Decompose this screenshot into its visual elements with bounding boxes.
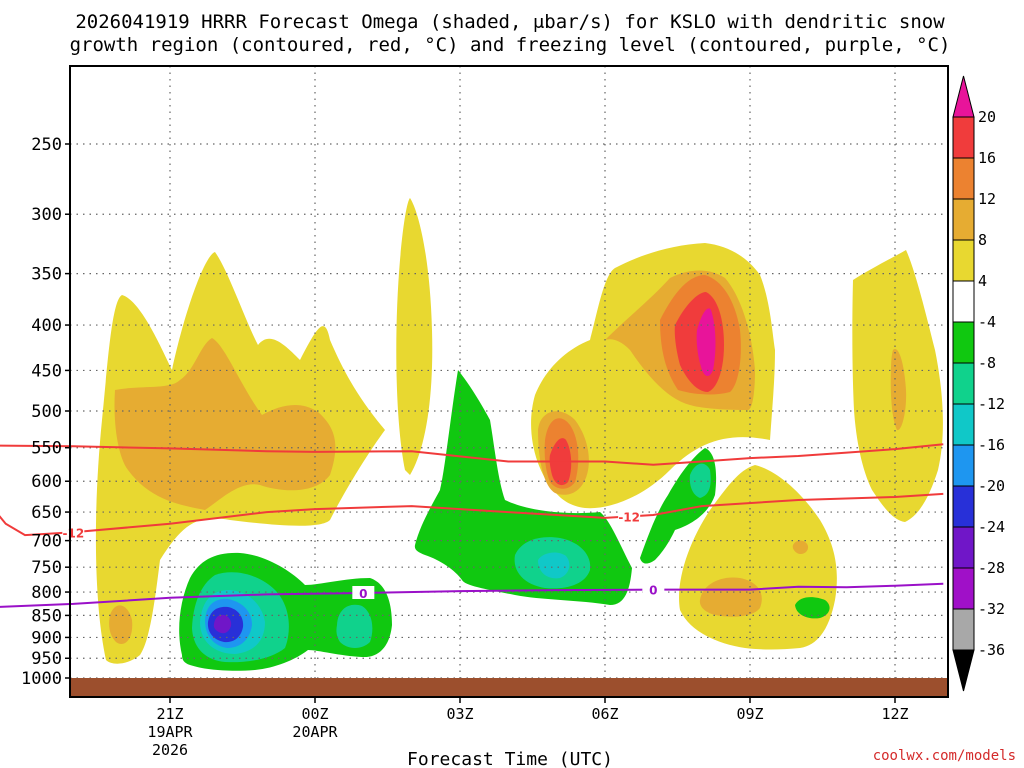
colorbar-label-6: -8 (978, 354, 996, 372)
pressure-axis: 2503003504004505005506006507007508008509… (21, 135, 70, 689)
colorbar-band-10 (952, 526, 975, 569)
ground-bar (71, 678, 948, 697)
grid-lines (70, 66, 948, 697)
plot-frame (69, 65, 949, 698)
x-axis-title: Forecast Time (UTC) (407, 749, 613, 768)
colorbar-band-12 (952, 608, 975, 651)
x-tick-label-03Z: 03Z (446, 705, 473, 723)
y-tick-label-250: 250 (31, 135, 62, 155)
freezing-level-label-1: 0 (649, 584, 657, 598)
colorbar-band-5 (952, 321, 975, 364)
dgz-upper-contour (0, 443, 944, 466)
colorbar-label-13: -36 (978, 641, 1005, 659)
x-tick-label-00Z: 00Z (301, 705, 328, 723)
chart-title-line-1: 2026041919 HRRR Forecast Omega (shaded, … (75, 11, 945, 33)
colorbar-band-0 (952, 116, 975, 159)
omega-region-west-sinking-8b (336, 604, 373, 648)
credit-link[interactable]: coolwx.com/models (873, 748, 1016, 764)
colorbar-band-11 (952, 567, 975, 610)
colorbar-arrow-top (952, 75, 975, 118)
y-tick-label-350: 350 (31, 265, 62, 285)
contour-lines: -12 -12 0 0 (0, 443, 944, 608)
colorbar-label-1: 16 (978, 149, 996, 167)
y-tick-label-600: 600 (31, 472, 62, 492)
omega-region-west-lowcore (109, 605, 133, 644)
colorbar-band-9 (952, 485, 975, 528)
omega-region-east-lower-core (699, 577, 762, 617)
colorbar-band-7 (952, 403, 975, 446)
y-tick-label-300: 300 (31, 205, 62, 225)
x-tick-date-21Z: 19APR (147, 723, 193, 741)
colorbar-label-4: 4 (978, 272, 987, 290)
colorbar-arrow-bottom (952, 649, 975, 692)
omega-region-small-sinking-east (795, 597, 830, 619)
omega-region-east-small-core (792, 540, 809, 555)
omega-region-east-sinking-core (689, 463, 711, 498)
omega-region-upper-narrow (396, 198, 433, 475)
colorbar-label-7: -12 (978, 395, 1005, 413)
dgz-minus12-lower-contour (0, 492, 944, 537)
colorbar-band-2 (952, 198, 975, 241)
colorbar-band-3 (952, 239, 975, 282)
x-tick-label-21Z: 21Z (156, 705, 183, 723)
colorbar-label-5: -4 (978, 313, 996, 331)
dgz-minus12-lower-label-0: -12 (62, 526, 84, 540)
y-tick-label-400: 400 (31, 316, 62, 336)
y-tick-label-900: 900 (31, 628, 62, 648)
y-tick-label-550: 550 (31, 439, 62, 459)
freezing-level-label-0: 0 (359, 587, 367, 601)
chart-title-line-2: growth region (contoured, red, °C) and f… (70, 34, 951, 56)
omega-region-far-east-core (890, 349, 907, 431)
omega-region-center-sinking-core2 (538, 552, 570, 579)
colorbar-label-8: -16 (978, 436, 1005, 454)
y-tick-label-650: 650 (31, 503, 62, 523)
x-tick-label-12Z: 12Z (881, 705, 908, 723)
x-tick-label-06Z: 06Z (591, 705, 618, 723)
omega-colorbar: 20 16 12 8 4 -4 -8 -12 -16 -20 -24 -28 -32 -36 (952, 75, 1005, 692)
y-tick-label-850: 850 (31, 606, 62, 626)
dgz-minus12-lower-label-bg (618, 509, 641, 523)
freezing-level-label-bg (352, 586, 375, 600)
colorbar-band-1 (952, 157, 975, 200)
y-tick-label-750: 750 (31, 558, 62, 578)
colorbar-label-2: 12 (978, 190, 996, 208)
colorbar-label-3: 8 (978, 231, 987, 249)
freezing-level-label-bg (642, 582, 665, 596)
colorbar-label-11: -28 (978, 559, 1005, 577)
colorbar-band-6 (952, 362, 975, 405)
colorbar-label-10: -24 (978, 518, 1005, 536)
colorbar-band-8 (952, 444, 975, 487)
x-tick-label-09Z: 09Z (736, 705, 763, 723)
colorbar-label-0: 20 (978, 108, 996, 126)
x-tick-year-21Z: 2026 (152, 741, 188, 759)
freezing-level-contour (0, 582, 944, 608)
y-tick-label-700: 700 (31, 532, 62, 552)
colorbar-label-12: -32 (978, 600, 1005, 618)
dgz-minus12-lower-label-1: -12 (618, 510, 640, 524)
colorbar-band-4 (952, 280, 975, 323)
y-tick-label-1000: 1000 (21, 669, 62, 689)
omega-region-west-core (114, 338, 336, 510)
x-tick-date-00Z: 20APR (292, 723, 338, 741)
y-tick-label-500: 500 (31, 402, 62, 422)
dgz-minus12-lower-label-bg (62, 525, 85, 539)
y-tick-label-950: 950 (31, 649, 62, 669)
y-tick-label-800: 800 (31, 583, 62, 603)
y-tick-label-450: 450 (31, 361, 62, 381)
omega-shading-layer (95, 198, 943, 671)
colorbar-label-9: -20 (978, 477, 1005, 495)
omega-region-west-sinking-24 (213, 614, 232, 634)
